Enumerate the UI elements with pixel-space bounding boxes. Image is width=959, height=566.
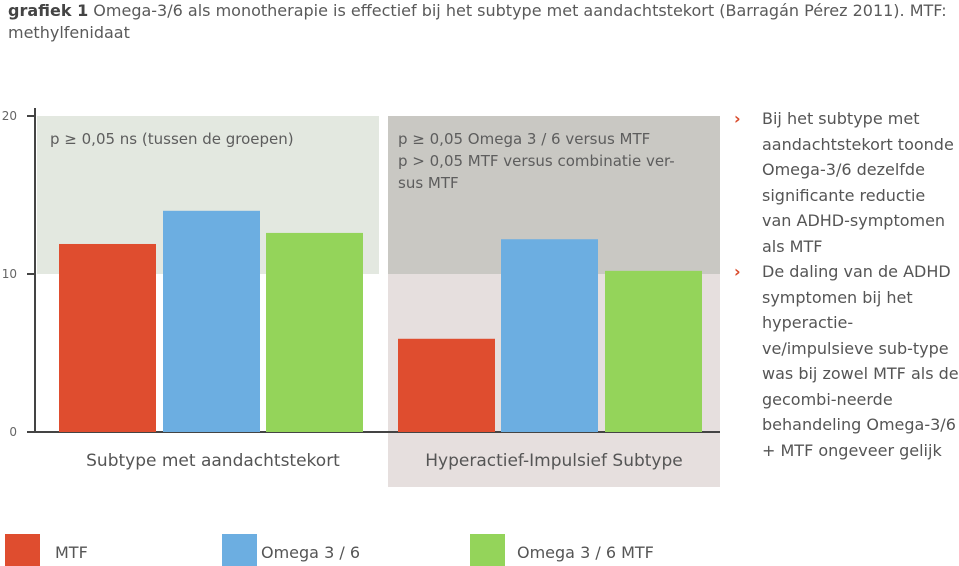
annotation-text: p > 0,05 MTF versus combinatie ver- [398, 152, 675, 170]
caption-label: grafiek 1 [8, 1, 89, 20]
y-tick-label: 10 [2, 267, 17, 281]
bullet-icon: › [734, 109, 741, 128]
legend-swatch [470, 534, 505, 566]
bar [163, 210, 260, 432]
x-category-label: Subtype met aandachtstekort [86, 451, 340, 471]
x-category-label: Hyperactief-Impulsief Subtype [425, 451, 683, 471]
figure-caption: grafiek 1 Omega-3/6 als monotherapie is … [8, 0, 948, 44]
legend-swatch [222, 534, 257, 566]
legend-swatch [5, 534, 40, 566]
sidebar-item: › De daling van de ADHD symptomen bij he… [732, 259, 959, 463]
sidebar-item: › Bij het subtype met aandachtstekort to… [732, 106, 959, 259]
y-tick-label: 20 [2, 109, 17, 123]
annotation-text: p ≥ 0,05 ns (tussen de groepen) [50, 130, 294, 148]
legend-label: Omega 3 / 6 MTF [517, 543, 654, 562]
bar [59, 243, 156, 432]
annotation-text: sus MTF [398, 174, 459, 192]
sidebar-item-text: De daling van de ADHD symptomen bij het … [762, 262, 959, 460]
bar [501, 239, 598, 432]
bullet-icon: › [734, 262, 741, 281]
bar [266, 232, 363, 432]
caption-text: Omega-3/6 als monotherapie is effectief … [8, 1, 947, 42]
legend-label: Omega 3 / 6 [261, 543, 360, 562]
sidebar-notes: › Bij het subtype met aandachtstekort to… [732, 106, 959, 463]
annotation-text: p ≥ 0,05 Omega 3 / 6 versus MTF [398, 130, 650, 148]
bar [398, 338, 495, 432]
legend-label: MTF [55, 543, 88, 562]
bar [605, 270, 702, 432]
bar-chart: 0 10 20 Subtype met aandachtstekort Hyperact… [2, 108, 720, 566]
y-tick-label: 0 [9, 425, 17, 439]
sidebar-item-text: Bij het subtype met aandachtstekort toon… [762, 109, 954, 256]
